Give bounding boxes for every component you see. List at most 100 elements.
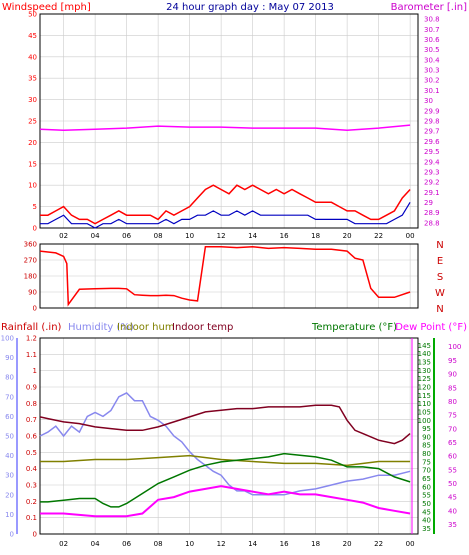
- panel3-x-ticks: 02 04 06 08 10 12 14 16 18 20 22 00: [59, 540, 414, 548]
- temperature-tick: 100: [418, 417, 431, 425]
- rainfall-tick: 0.2: [26, 498, 37, 506]
- x-tick-label: 14: [248, 232, 257, 240]
- direction-tick: 90: [28, 289, 37, 297]
- temperature-tick: 140: [418, 350, 431, 358]
- dew-point-line: [40, 485, 411, 518]
- direction-tick: 0: [33, 305, 37, 313]
- temperature-tick: 40: [422, 517, 431, 525]
- temperature-tick: 115: [418, 392, 431, 400]
- compass-label: S: [437, 272, 443, 283]
- temperature-tick: 90: [422, 433, 431, 441]
- direction-tick: 270: [24, 257, 37, 265]
- panel1-x-ticks: 02 04 06 08 10 12 14 16 18 20 22 00: [59, 232, 414, 240]
- compass-label: N: [436, 240, 443, 251]
- wind-gust-line: [40, 184, 411, 225]
- rainfall-tick: 0: [33, 531, 37, 539]
- temperature-tick: 80: [422, 450, 431, 458]
- x-tick-label: 06: [122, 232, 131, 240]
- barometer-axis-label: Barometer [.in]: [391, 2, 467, 13]
- temperature-tick: 60: [422, 483, 431, 491]
- panel2-series: [39, 245, 411, 307]
- windspeed-tick: 5: [33, 203, 37, 211]
- x-tick-label: 06: [122, 540, 131, 548]
- humidity-tick: 0: [10, 531, 14, 539]
- x-tick-label: 20: [343, 232, 352, 240]
- indoor-temp-line: [39, 404, 411, 445]
- temperature-axis-label: Temperature (°F): [311, 322, 397, 333]
- humidity-tick: 70: [5, 393, 14, 401]
- barometer-tick: 30.1: [424, 87, 440, 95]
- temperature-tick: 110: [418, 400, 431, 408]
- dew-point-tick: 85: [448, 384, 457, 392]
- barometer-tick: 28.8: [424, 219, 440, 227]
- temperature-tick: 50: [422, 500, 431, 508]
- windspeed-tick: 35: [28, 75, 37, 83]
- temperature-tick: 105: [418, 408, 431, 416]
- windspeed-tick: 15: [28, 160, 37, 168]
- x-tick-label: 00: [406, 540, 415, 548]
- dew-point-tick: 55: [448, 466, 457, 474]
- humidity-tick: 60: [5, 413, 14, 421]
- barometer-tick: 30: [424, 97, 433, 105]
- windspeed-tick: 10: [28, 182, 37, 190]
- panel-wind-barometer: Windspeed [mph] 24 hour graph day : May …: [2, 2, 467, 240]
- windspeed-ticks: 0 5 10 15 20 25 30 35 40 45 50: [28, 11, 37, 233]
- windspeed-tick: 40: [28, 53, 37, 61]
- x-tick-label: 12: [217, 540, 226, 548]
- rainfall-tick: 0.1: [26, 514, 37, 522]
- barometer-tick: 29.7: [424, 128, 440, 136]
- temperature-tick: 125: [418, 375, 431, 383]
- dew-point-tick: 75: [448, 412, 457, 420]
- x-tick-label: 04: [91, 232, 100, 240]
- temperature-tick: 145: [418, 342, 431, 350]
- temperature-ticks: 3540455055606570758085909510010511011512…: [418, 342, 431, 533]
- panel3-grid: [40, 337, 418, 535]
- barometer-tick: 29.3: [424, 168, 440, 176]
- barometer-tick: 29.8: [424, 118, 440, 126]
- compass-label: W: [435, 288, 445, 299]
- barometer-tick: 28.9: [424, 209, 440, 217]
- dew-point-tick: 60: [448, 453, 457, 461]
- x-tick-label: 10: [185, 232, 194, 240]
- x-tick-label: 04: [91, 540, 100, 548]
- x-tick-label: 22: [374, 540, 383, 548]
- temperature-tick: 75: [422, 458, 431, 466]
- temperature-line: [40, 452, 411, 508]
- compass-label: E: [437, 256, 443, 267]
- direction-tick: 180: [24, 273, 37, 281]
- windspeed-tick: 0: [33, 225, 37, 233]
- rainfall-tick: 1: [33, 367, 37, 375]
- temperature-tick: 70: [422, 467, 431, 475]
- barometer-tick: 29.6: [424, 138, 440, 146]
- direction-tick: 360: [24, 241, 37, 249]
- x-tick-label: 02: [59, 232, 68, 240]
- rainfall-ticks: 0 0.1 0.2 0.3 0.4 0.5 0.6 0.7 0.8 0.9 1 1.1 1.2: [26, 335, 38, 539]
- humidity-tick: 20: [5, 491, 14, 499]
- temperature-tick: 85: [422, 442, 431, 450]
- windspeed-axis-label: Windspeed [mph]: [2, 2, 91, 13]
- windspeed-tick: 25: [28, 118, 37, 126]
- x-tick-label: 14: [248, 540, 257, 548]
- humidity-ticks: 0 10 20 30 40 50 60 70 80 90 100: [1, 335, 14, 539]
- barometer-tick: 29.2: [424, 179, 440, 187]
- temperature-tick: 55: [422, 492, 431, 500]
- barometer-tick: 30.8: [424, 16, 440, 24]
- rainfall-tick: 0.6: [26, 433, 38, 441]
- temperature-tick: 120: [418, 383, 431, 391]
- barometer-tick: 30.7: [424, 26, 440, 34]
- humidity-line: [39, 391, 411, 496]
- panel1-frame: [39, 13, 419, 229]
- rainfall-axis-label: Rainfall (.in): [1, 322, 62, 333]
- dew-point-tick: 45: [448, 494, 457, 502]
- temperature-tick: 45: [422, 508, 431, 516]
- panel3-series: [39, 391, 411, 518]
- barometer-tick: 30.4: [424, 56, 440, 64]
- temperature-tick: 65: [422, 475, 431, 483]
- panel1-series: [39, 124, 411, 229]
- dew-point-tick: 40: [448, 507, 457, 515]
- x-tick-label: 20: [343, 540, 352, 548]
- barometer-tick: 29.5: [424, 148, 440, 156]
- wind-direction-line: [39, 245, 411, 307]
